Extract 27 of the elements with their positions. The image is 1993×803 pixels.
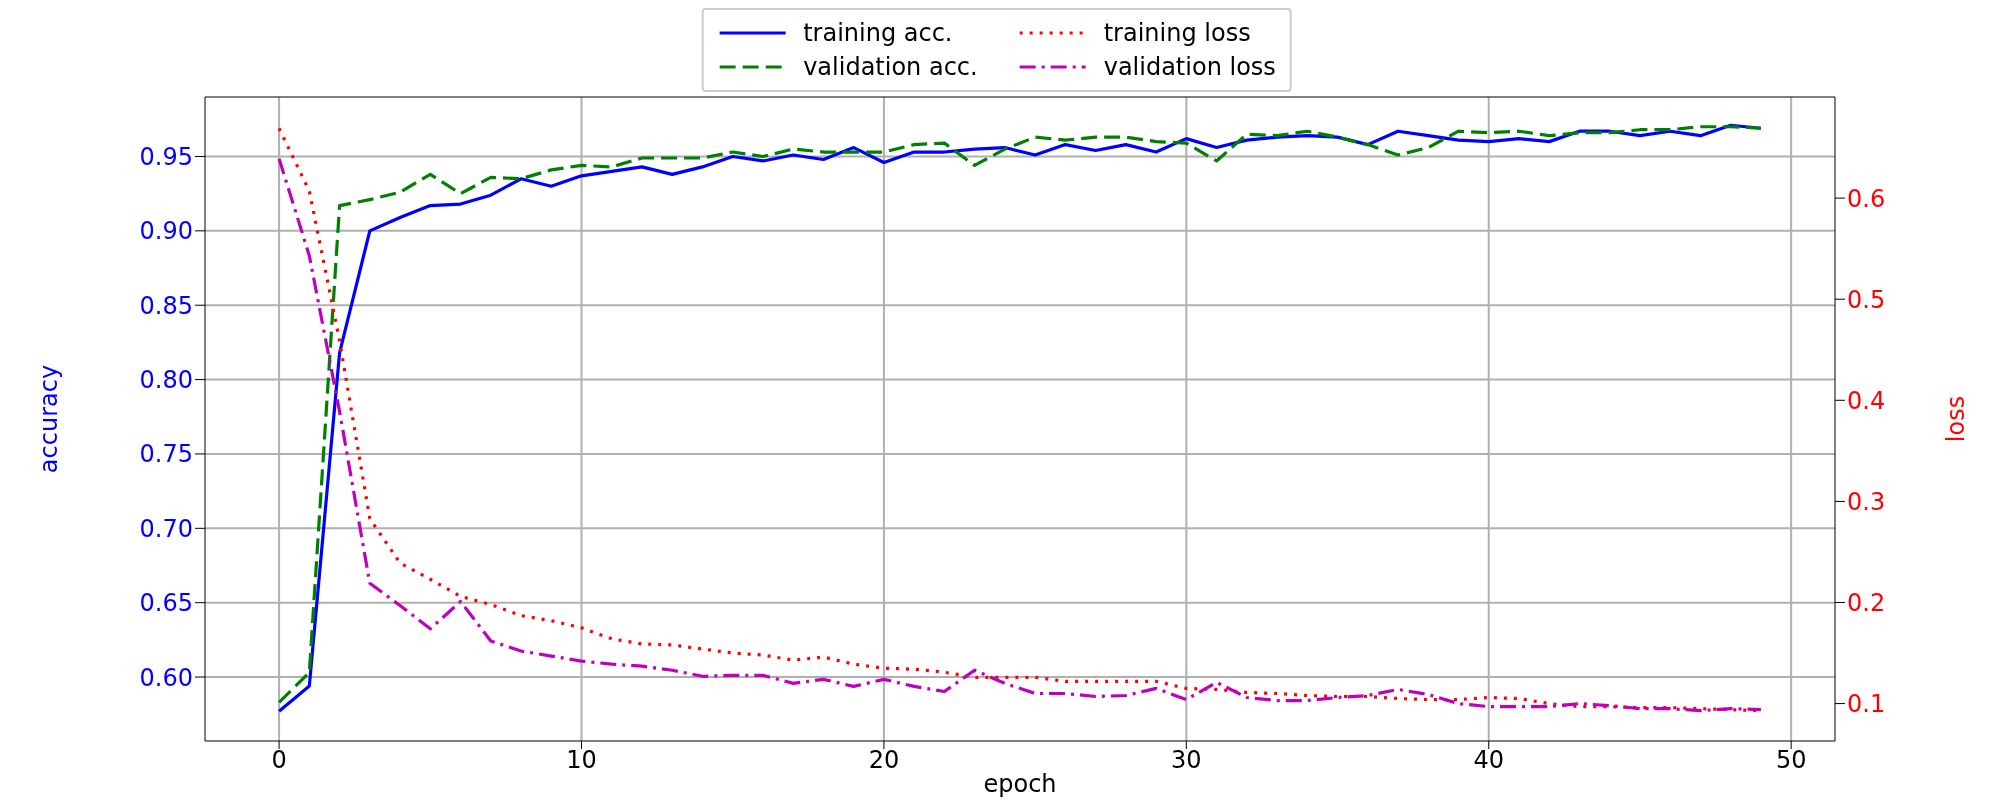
legend-label: training loss xyxy=(1103,19,1251,47)
y2-tick-label: 0.6 xyxy=(1847,184,1886,213)
y-tick-label: 0.75 xyxy=(139,440,193,469)
y-tick-label: 0.60 xyxy=(139,663,193,692)
y2-tick-label: 0.2 xyxy=(1847,589,1886,618)
y-tick-label: 0.70 xyxy=(139,514,193,543)
x-tick-label: 0 xyxy=(271,746,287,775)
x-tick-label: 50 xyxy=(1775,746,1807,775)
x-tick-label: 30 xyxy=(1171,746,1202,775)
legend-label: validation acc. xyxy=(803,53,978,81)
y-tick-label: 0.95 xyxy=(139,143,193,172)
x-axis-title: epoch xyxy=(983,770,1057,798)
y2-tick-label: 0.3 xyxy=(1847,487,1886,516)
x-tick-label: 40 xyxy=(1473,746,1505,775)
y-tick-label: 0.65 xyxy=(139,589,193,618)
legend-label: training acc. xyxy=(803,19,953,47)
y2-tick-label: 0.1 xyxy=(1847,690,1886,719)
x-tick-label: 10 xyxy=(566,746,597,775)
y-tick-label: 0.90 xyxy=(139,217,193,246)
y-axis-title: accuracy xyxy=(34,364,63,474)
y-tick-label: 0.85 xyxy=(139,291,193,320)
y2-tick-label: 0.5 xyxy=(1847,285,1886,314)
x-tick-label: 20 xyxy=(868,746,900,775)
y2-axis-title: loss xyxy=(1941,395,1970,443)
y-tick-label: 0.80 xyxy=(139,366,193,395)
legend-label: validation loss xyxy=(1103,53,1276,81)
y2-tick-label: 0.4 xyxy=(1847,386,1886,415)
